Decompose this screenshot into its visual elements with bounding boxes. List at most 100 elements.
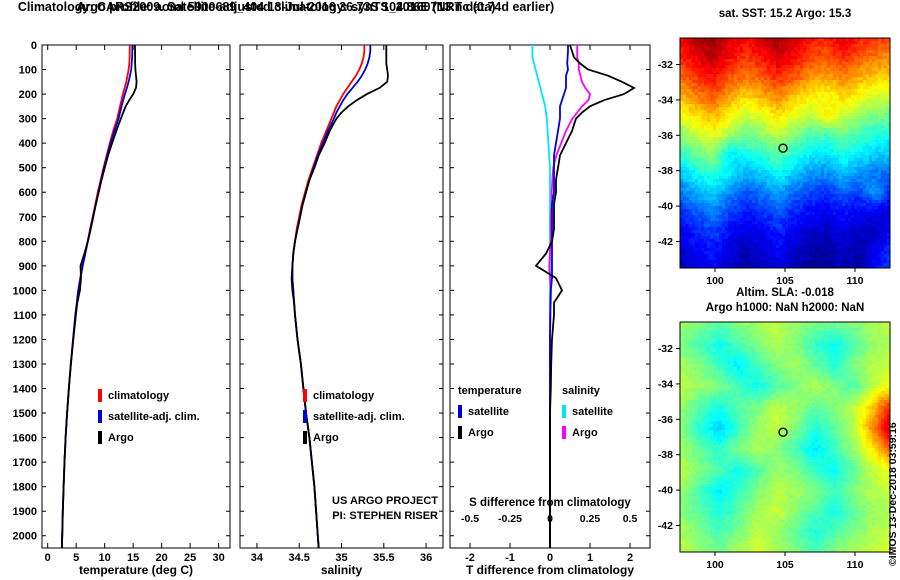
figure-title-line2: Climatology: CARS2009. Satellite-adjuste… <box>17 0 555 14</box>
difference_profile-series <box>534 45 636 548</box>
temperature_profile-series <box>61 45 138 548</box>
legend-label-satellite-adj: satellite-adj. clim. <box>108 410 200 423</box>
svg-text:1400: 1400 <box>13 384 37 396</box>
salinity_profile-series <box>291 45 366 548</box>
svg-text:1500: 1500 <box>13 408 37 420</box>
svg-text:-0.5: -0.5 <box>461 513 479 525</box>
sst-map-heatmap <box>680 38 890 268</box>
legend-row: Argo <box>303 427 405 448</box>
t-argo-line-icon <box>458 426 462 439</box>
copyright-watermark: ©IMOS 13-Dec-2018 03:59:16 <box>887 422 899 566</box>
s-argo-line-icon <box>562 426 566 439</box>
svg-text:700: 700 <box>19 212 37 224</box>
svg-text:500: 500 <box>19 163 37 175</box>
svg-text:1000: 1000 <box>13 285 37 297</box>
svg-text:100: 100 <box>706 559 724 571</box>
legend-row: Argo <box>98 427 200 448</box>
svg-text:1700: 1700 <box>13 457 37 469</box>
salinity-legend: climatology satellite-adj. clim. Argo <box>303 385 405 448</box>
sla-map-title-line2: Argo h1000: NaN h2000: NaN <box>705 302 865 314</box>
svg-text:1800: 1800 <box>13 482 37 494</box>
svg-text:1900: 1900 <box>13 506 37 518</box>
svg-text:-32: -32 <box>658 59 673 71</box>
svg-text:-42: -42 <box>658 520 673 532</box>
svg-text:300: 300 <box>19 114 37 126</box>
svg-text:0.25: 0.25 <box>580 513 601 525</box>
svg-text:-34: -34 <box>658 378 673 390</box>
difference_profile-panel: -2 -1 0 1 2S difference from climatology-0.5… <box>449 44 651 564</box>
svg-text:1600: 1600 <box>13 433 37 445</box>
sla-map-heatmap <box>680 322 890 552</box>
svg-text:2000: 2000 <box>13 531 37 543</box>
satellite-adj-line-icon <box>98 410 102 423</box>
svg-text:-36: -36 <box>658 130 673 142</box>
svg-text:-40: -40 <box>658 201 673 213</box>
legend-header-temperature: temperature <box>458 384 522 397</box>
temperature-axis-label: temperature (deg C) <box>78 563 194 577</box>
svg-text:105: 105 <box>776 275 794 287</box>
difference_profile-series <box>548 45 591 548</box>
temperature_profile-series <box>61 45 134 548</box>
svg-text:0: 0 <box>547 513 553 525</box>
difference-legend-temperature: temperature satellite Argo <box>458 380 522 443</box>
svg-text:110: 110 <box>847 275 864 287</box>
legend-label-s-satellite: satellite <box>572 405 613 418</box>
satellite-adj-line-icon <box>303 410 307 423</box>
legend-row: satellite-adj. clim. <box>98 406 200 427</box>
svg-text:-42: -42 <box>658 236 673 248</box>
legend-header-salinity: salinity <box>562 384 600 397</box>
svg-text:600: 600 <box>19 187 37 199</box>
svg-text:400: 400 <box>19 138 37 150</box>
difference_profile-series <box>531 45 551 548</box>
legend-label-argo: Argo <box>313 431 339 444</box>
project-note-line2: PI: STEPHEN RISER <box>332 510 438 522</box>
sst-map-title: sat. SST: 15.2 Argo: 15.3 <box>718 8 852 20</box>
temperature_profile-panel: 0 5 10 15 20 25 300100200300400500600700800900… <box>13 40 231 564</box>
svg-text:1100: 1100 <box>13 310 37 322</box>
legend-row: satellite-adj. clim. <box>303 406 405 427</box>
svg-text:S difference from climatology: S difference from climatology <box>469 497 631 509</box>
t-difference-axis-label: T difference from climatology <box>465 563 635 577</box>
svg-text:200: 200 <box>19 89 37 101</box>
argo-line-icon <box>303 431 307 444</box>
figure-title-line1: Argo profile: aoml 5900689_404 13-Jul-20… <box>76 0 496 14</box>
svg-text:1300: 1300 <box>13 359 37 371</box>
salinity_profile-series <box>290 45 389 548</box>
difference-legend-salinity: salinity satellite Argo <box>562 380 613 443</box>
svg-text:0: 0 <box>31 40 37 52</box>
legend-row: Argo <box>458 422 522 443</box>
svg-text:-38: -38 <box>658 165 673 177</box>
salinity_profile-series <box>291 45 372 548</box>
legend-label-climatology: climatology <box>108 389 170 402</box>
svg-text:105: 105 <box>776 559 794 571</box>
svg-text:-0.25: -0.25 <box>498 513 522 525</box>
svg-text:800: 800 <box>19 236 37 248</box>
legend-row: Argo <box>562 422 613 443</box>
legend-row: climatology <box>98 385 200 406</box>
t-satellite-line-icon <box>458 405 462 418</box>
climatology-line-icon <box>98 389 102 402</box>
legend-row: climatology <box>303 385 405 406</box>
salinity-axis-label: salinity <box>320 563 363 577</box>
svg-text:-40: -40 <box>658 485 673 497</box>
project-note-line1: US ARGO PROJECT <box>332 495 438 507</box>
argo-line-icon <box>98 431 102 444</box>
svg-text:110: 110 <box>847 559 864 571</box>
legend-label-climatology: climatology <box>313 389 375 402</box>
difference_profile-series <box>549 45 569 548</box>
legend-label-argo: Argo <box>108 431 134 444</box>
s-satellite-line-icon <box>562 405 566 418</box>
climatology-line-icon <box>303 389 307 402</box>
temperature_profile-series <box>61 45 131 548</box>
svg-text:-38: -38 <box>658 449 673 461</box>
svg-text:-36: -36 <box>658 414 673 426</box>
svg-text:100: 100 <box>706 275 724 287</box>
project-note: US ARGO PROJECT PI: STEPHEN RISER <box>308 494 438 524</box>
svg-text:1200: 1200 <box>13 334 37 346</box>
svg-text:900: 900 <box>19 261 37 273</box>
sla-map-title-line1: Altim. SLA: -0.018 <box>736 287 834 299</box>
legend-label-satellite-adj: satellite-adj. clim. <box>313 410 405 423</box>
svg-text:0.5: 0.5 <box>623 513 638 525</box>
svg-text:100: 100 <box>19 65 37 77</box>
